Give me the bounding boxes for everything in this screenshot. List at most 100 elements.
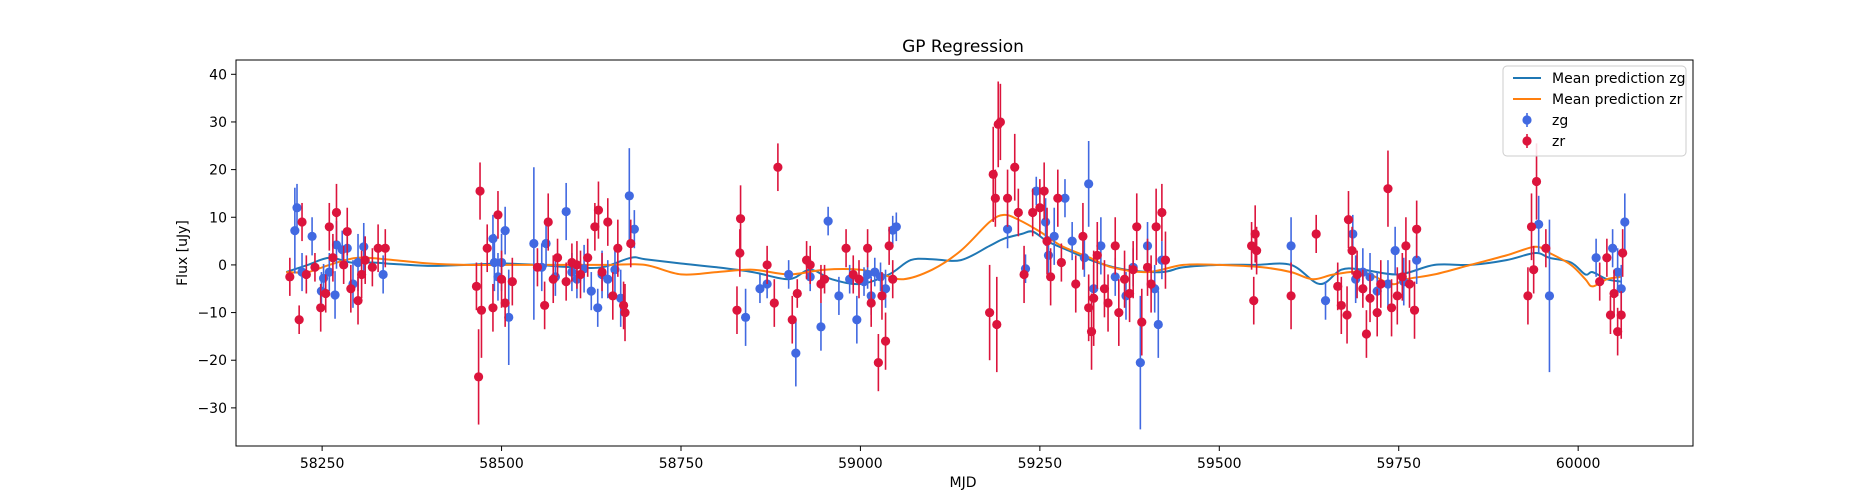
data-point: [1404, 279, 1415, 289]
data-point: [1609, 288, 1619, 299]
data-point: [1347, 246, 1357, 256]
data-point: [321, 288, 331, 299]
data-point: [819, 274, 830, 284]
data-point: [1053, 193, 1063, 203]
data-point: [880, 336, 891, 346]
data-point: [297, 217, 307, 227]
data-point: [471, 281, 482, 291]
data-point: [1110, 272, 1120, 282]
data-point: [1342, 310, 1352, 320]
data-point: [1099, 284, 1110, 294]
data-point: [603, 274, 613, 284]
data-point: [884, 241, 894, 251]
data-point: [331, 207, 342, 218]
data-point: [1616, 284, 1626, 294]
data-point: [762, 260, 772, 270]
data-point: [367, 262, 377, 272]
data-point: [1135, 358, 1145, 368]
data-point: [1286, 291, 1296, 301]
data-point: [1412, 224, 1422, 234]
data-point: [476, 305, 487, 315]
data-point: [359, 242, 369, 252]
data-point: [732, 305, 742, 315]
data-point: [805, 260, 815, 270]
legend-label: Mean prediction zr: [1552, 92, 1683, 108]
data-point: [1386, 303, 1397, 313]
data-point: [863, 269, 873, 280]
data-point: [1320, 296, 1331, 306]
data-point: [1067, 236, 1077, 246]
y-tick-label: 0: [218, 258, 227, 274]
data-point: [1412, 255, 1422, 265]
data-point: [791, 348, 801, 358]
data-point: [784, 269, 794, 280]
data-point: [1372, 307, 1382, 318]
data-point: [1035, 203, 1045, 213]
chart-title: GP Regression: [902, 37, 1024, 57]
data-point: [290, 226, 300, 236]
data-point: [1043, 250, 1054, 260]
data-point: [1616, 310, 1626, 320]
data-point: [852, 315, 862, 325]
data-point: [1286, 241, 1296, 251]
data-point: [1028, 207, 1038, 218]
data-point: [543, 217, 553, 227]
data-point: [1531, 176, 1542, 187]
legend: Mean prediction zg Mean prediction zr zg zr: [1502, 65, 1687, 157]
legend-swatch-marker: [1522, 136, 1532, 146]
data-point: [1541, 243, 1551, 253]
y-tick-label: 20: [209, 163, 227, 179]
series-zr: [285, 81, 1628, 425]
data-point: [990, 193, 1000, 203]
data-point: [541, 238, 551, 249]
data-point: [1605, 310, 1616, 320]
y-tick-label: −30: [197, 401, 227, 417]
data-point: [342, 226, 352, 237]
data-point: [873, 358, 883, 368]
legend-label: zr: [1552, 134, 1565, 150]
data-point: [552, 253, 563, 263]
data-point: [357, 269, 367, 280]
data-point: [629, 224, 639, 234]
data-point: [854, 274, 864, 284]
y-tick-label: −20: [197, 353, 227, 369]
data-point: [866, 298, 876, 308]
data-point: [575, 269, 586, 280]
data-point: [1358, 284, 1368, 294]
data-point: [875, 272, 886, 282]
data-point: [1151, 222, 1161, 232]
data-point: [475, 186, 485, 196]
data-point: [1042, 236, 1052, 246]
data-point: [992, 319, 1002, 330]
data-point: [1591, 253, 1601, 263]
data-point: [1613, 327, 1623, 337]
data-point: [548, 274, 558, 284]
data-point: [613, 243, 623, 253]
legend-swatch-marker: [1522, 115, 1532, 125]
y-axis-label: Flux [uJy]: [175, 220, 191, 286]
legend-label: Mean prediction zg: [1552, 71, 1686, 87]
data-point: [787, 315, 797, 325]
data-point: [285, 272, 295, 282]
x-tick-label: 58750: [659, 456, 704, 472]
data-point: [995, 117, 1005, 127]
x-tick-label: 58500: [479, 456, 524, 472]
data-point: [603, 217, 613, 227]
data-point: [561, 276, 571, 287]
data-point: [1002, 224, 1013, 234]
data-point: [1084, 179, 1094, 189]
data-point: [1153, 319, 1163, 330]
data-point: [339, 260, 349, 270]
data-point: [1249, 296, 1259, 306]
x-tick-label: 58250: [300, 456, 345, 472]
x-tick-label: 59500: [1197, 456, 1242, 472]
data-point: [1146, 279, 1156, 289]
data-point: [328, 253, 338, 263]
data-point: [1142, 262, 1153, 272]
x-tick-label: 60000: [1556, 456, 1601, 472]
data-point: [324, 267, 334, 277]
data-point: [769, 298, 779, 308]
data-point: [1128, 265, 1138, 275]
data-point: [572, 260, 582, 270]
data-point: [1343, 215, 1354, 225]
